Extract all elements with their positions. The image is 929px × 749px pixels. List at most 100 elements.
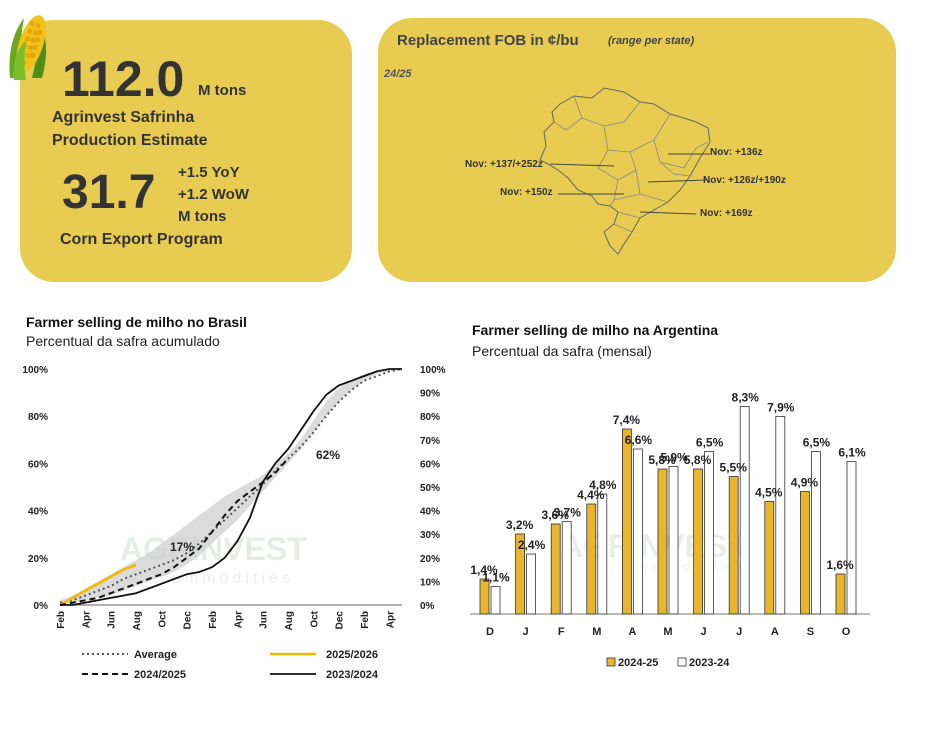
category-label: F bbox=[558, 626, 565, 638]
legend-label-2024-25: 2024-25 bbox=[618, 657, 658, 669]
legend-label-2024-2025: 2024/2025 bbox=[134, 669, 186, 681]
bar-2023-24 bbox=[739, 406, 750, 615]
data-label-2024-25: 4,4% bbox=[577, 488, 605, 502]
legend-label-2023-2024: 2023/2024 bbox=[326, 669, 379, 681]
data-label-2023-24: 6,5% bbox=[696, 436, 724, 450]
data-label-2024-25: 1,4% bbox=[470, 563, 498, 577]
category-label: A bbox=[628, 626, 636, 638]
bar-2023-24 bbox=[632, 448, 643, 615]
legend-swatch-2023-24 bbox=[677, 657, 687, 667]
range-band bbox=[60, 369, 402, 605]
bar-2024-25 bbox=[799, 491, 810, 615]
fob-season: 24/25 bbox=[384, 68, 412, 80]
bar-2024-25 bbox=[586, 503, 597, 615]
y-right-tick: 40% bbox=[420, 507, 440, 518]
data-label-2024-25: 3,6% bbox=[542, 508, 570, 522]
fob-label-nov-150: Nov: +150z bbox=[500, 187, 553, 198]
category-label: A bbox=[771, 626, 779, 638]
exports-label: Corn Export Program bbox=[60, 231, 223, 248]
category-label: J bbox=[701, 626, 707, 638]
x-tick-label: Oct bbox=[309, 610, 320, 627]
data-label-2023-24: 8,3% bbox=[732, 391, 760, 405]
data-label-2023-24: 6,1% bbox=[838, 446, 866, 460]
legend-label-average: Average bbox=[134, 649, 177, 661]
bar-2023-24 bbox=[597, 493, 608, 615]
bar-2024-25 bbox=[764, 501, 775, 615]
data-label-2024-25: 5,8% bbox=[648, 453, 676, 467]
bar-2023-24 bbox=[561, 521, 572, 615]
bar-2024-25 bbox=[479, 578, 490, 615]
y-left-tick: 20% bbox=[28, 554, 48, 565]
x-tick-label: Oct bbox=[157, 610, 168, 627]
y-right-tick: 100% bbox=[420, 365, 446, 376]
argentina-chart-subtitle: Percentual da safra (mensal) bbox=[472, 343, 652, 359]
y-right-tick: 20% bbox=[420, 554, 440, 565]
x-tick-label: Feb bbox=[56, 611, 67, 629]
x-tick-label: Feb bbox=[208, 611, 219, 629]
series-line-2023-2024 bbox=[60, 368, 402, 606]
fob-label-nov-136: Nov: +136z bbox=[710, 147, 763, 158]
data-label-2023-24: 1,1% bbox=[482, 571, 510, 585]
exports-value: 31.7 bbox=[62, 166, 156, 219]
data-label-2023-24: 5,9% bbox=[660, 451, 688, 465]
y-right-tick: 70% bbox=[420, 436, 440, 447]
y-right-tick: 0% bbox=[420, 601, 435, 612]
fob-title: Replacement FOB in ¢/bu bbox=[397, 32, 579, 49]
x-tick-label: Apr bbox=[233, 611, 244, 628]
exports-yoy: +1.5 YoY bbox=[178, 164, 240, 181]
series-line-average bbox=[59, 368, 403, 604]
data-label-2024-25: 4,9% bbox=[791, 476, 819, 490]
exports-wow: +1.2 WoW bbox=[178, 186, 249, 203]
series-line-2024-2025 bbox=[59, 458, 289, 606]
fob-subtitle: (range per state) bbox=[608, 35, 695, 47]
x-tick-label: Feb bbox=[360, 611, 371, 629]
category-label: M bbox=[663, 626, 672, 638]
production-card bbox=[20, 20, 352, 282]
category-label: M bbox=[592, 626, 601, 638]
fob-label-nov-169: Nov: +169z bbox=[700, 208, 753, 219]
bar-2024-25 bbox=[621, 428, 632, 615]
y-right-tick: 80% bbox=[420, 412, 440, 423]
data-label-2024-25: 1,6% bbox=[826, 558, 854, 572]
watermark-subtext: commodities bbox=[160, 570, 294, 587]
legend-label-2023-24: 2023-24 bbox=[689, 657, 730, 669]
y-right-tick: 30% bbox=[420, 530, 440, 541]
production-label-line2: Production Estimate bbox=[52, 132, 208, 149]
y-right-tick: 10% bbox=[420, 577, 440, 588]
data-label-2023-24: 7,9% bbox=[767, 401, 795, 415]
category-label: S bbox=[807, 626, 814, 638]
data-label-2024-25: 5,8% bbox=[684, 453, 712, 467]
brazil-line-chart: AGRINVESTcommodities0%20%40%60%80%100%0%… bbox=[22, 365, 446, 681]
data-label-2023-24: 6,6% bbox=[625, 433, 653, 447]
annotation-62pct: 62% bbox=[316, 448, 340, 462]
data-label-2024-25: 4,5% bbox=[755, 486, 783, 500]
category-label: J bbox=[736, 626, 742, 638]
bar-2024-25 bbox=[550, 523, 561, 615]
data-label-2023-24: 2,4% bbox=[518, 538, 546, 552]
bar-2023-24 bbox=[810, 451, 821, 615]
y-right-tick: 60% bbox=[420, 459, 440, 470]
exports-unit: M tons bbox=[178, 208, 227, 225]
x-tick-label: Apr bbox=[81, 611, 92, 628]
corn-icon bbox=[2, 4, 62, 84]
bar-2023-24 bbox=[668, 466, 679, 615]
category-label: O bbox=[842, 626, 851, 638]
y-left-tick: 80% bbox=[28, 412, 48, 423]
production-label-line1: Agrinvest Safrinha bbox=[52, 109, 195, 126]
bar-2024-25 bbox=[728, 476, 739, 615]
legend-label-2025-2026: 2025/2026 bbox=[326, 649, 378, 661]
x-tick-label: Aug bbox=[132, 611, 143, 630]
bar-2023-24 bbox=[490, 586, 501, 615]
x-tick-label: Jun bbox=[107, 611, 118, 629]
y-left-tick: 0% bbox=[34, 601, 49, 612]
data-label-2023-24: 3,7% bbox=[554, 506, 582, 520]
y-left-tick: 40% bbox=[28, 507, 48, 518]
bar-2023-24 bbox=[526, 553, 536, 615]
brazil-map bbox=[539, 87, 711, 255]
annotation-17pct: 17% bbox=[170, 540, 194, 554]
category-label: D bbox=[486, 626, 494, 638]
y-right-tick: 90% bbox=[420, 389, 440, 400]
production-unit: M tons bbox=[198, 82, 247, 99]
fob-label-nov-137-252: Nov: +137/+252z bbox=[465, 159, 543, 170]
x-tick-label: Dec bbox=[335, 611, 346, 630]
